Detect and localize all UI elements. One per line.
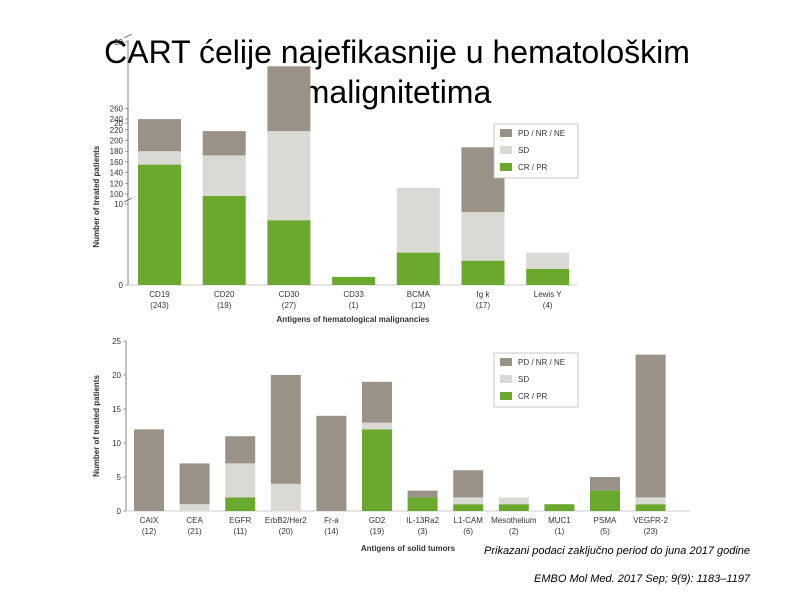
c1-x-count-label: (4) — [543, 301, 553, 310]
c1-y-tick-label: 200 — [110, 137, 124, 146]
c1-legend-label-pd-nr-ne: PD / NR / NE — [518, 129, 565, 138]
c1-x-tick-label: CD33 — [343, 290, 364, 299]
c1-x-tick-label: CD19 — [149, 290, 170, 299]
slide-title-line1: CART ćelije najefikasnije u hematološkim — [104, 34, 690, 70]
c1-y-tick-label: 140 — [110, 169, 124, 178]
c1-bar-cd33-cr-pr — [332, 276, 376, 285]
c1-x-axis-label: Antigens of hematological malignancies — [277, 315, 430, 324]
c1-legend-swatch-pd-nr-ne — [500, 129, 512, 137]
c1-x-tick-label: CD20 — [214, 290, 235, 299]
c1-bar-ig-k-cr-pr — [461, 260, 505, 285]
c1-x-count-label: (243) — [150, 301, 169, 310]
c1-axis-break-mark — [123, 197, 133, 203]
c1-x-count-label: (12) — [411, 301, 426, 310]
c1-legend-label-sd: SD — [518, 146, 529, 155]
c1-y-tick-label: 160 — [110, 158, 124, 167]
c1-x-count-label: (27) — [282, 301, 297, 310]
c1-bar-ig-k-sd — [461, 212, 505, 261]
c1-x-count-label: (17) — [476, 301, 491, 310]
c1-y-tick-label: 220 — [110, 126, 124, 135]
c1-axis-break-mark — [123, 33, 133, 39]
c1-bar-lewis-y-cr-pr — [526, 268, 570, 285]
c1-bar-bcma-cr-pr — [396, 252, 440, 285]
c1-y-tick-label: 20 — [114, 119, 123, 128]
c1-y-tick-label: 240 — [110, 115, 124, 124]
c1-y-tick-label: 180 — [110, 147, 124, 156]
c1-bar-cd19-cr-pr — [138, 164, 181, 285]
slide-title-line2: malignitetima — [302, 74, 492, 110]
c1-legend-label-cr-pr: CR / PR — [518, 163, 548, 172]
c1-bar-cd30-sd — [267, 131, 311, 221]
c1-y-tick-label: 0 — [119, 281, 124, 290]
c1-x-tick-label: CD30 — [279, 290, 300, 299]
c1-y-axis-label: Number of treated patients — [92, 145, 101, 247]
c1-x-tick-label: BCMA — [407, 290, 431, 299]
c1-bar-cd19-pd-nr-ne — [138, 119, 181, 152]
c1-bar-cd30-pd-nr-ne — [267, 66, 311, 132]
c1-x-count-label: (19) — [217, 301, 232, 310]
c1-bar-bcma-sd — [396, 187, 440, 253]
c1-y-tick-label: 10 — [114, 200, 123, 209]
c1-legend-swatch-cr-pr — [500, 163, 512, 171]
c1-bar-lewis-y-sd — [526, 252, 570, 269]
citation-note: EMBO Mol Med. 2017 Sep; 9(9): 1183–1197 — [534, 573, 751, 585]
c1-bar-cd20-sd — [202, 155, 246, 196]
c1-y-tick-label: 120 — [110, 179, 124, 188]
c1-bar-cd19-sd — [138, 151, 181, 165]
c1-y-tick-label: 100 — [110, 190, 124, 199]
c1-bar-cd30-cr-pr — [267, 220, 311, 285]
c1-x-tick-label: Ig k — [477, 290, 491, 299]
slide-title: CART ćelije najefikasnije u hematološkim… — [20, 32, 774, 112]
c1-y-tick-label: 260 — [110, 104, 124, 113]
c1-x-count-label: (1) — [349, 301, 359, 310]
c1-y-tick-label: 30 — [114, 38, 123, 47]
c1-bar-cd20-cr-pr — [202, 195, 246, 285]
c1-x-tick-label: Lewis Y — [534, 290, 563, 299]
c1-bar-cd20-pd-nr-ne — [202, 131, 246, 156]
c1-legend-swatch-sd — [500, 146, 512, 154]
period-note: Prikazani podaci zaključno period do jun… — [484, 545, 751, 557]
